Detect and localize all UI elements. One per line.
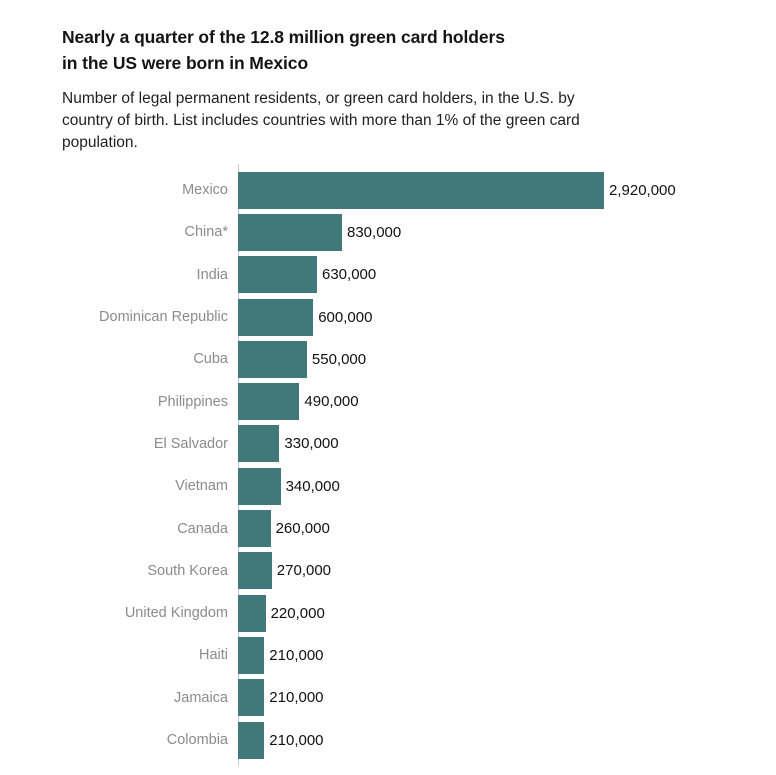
bar-rows: Mexico 2,920,000 China* 830,000 India 630,000… [62, 169, 746, 761]
bar [238, 383, 300, 421]
title-line-2: in the US were born in Mexico [62, 53, 309, 73]
bar-row: El Salvador 330,000 [62, 423, 746, 465]
category-label: El Salvador [153, 435, 228, 452]
bar-row: United Kingdom 220,000 [62, 592, 746, 634]
category-label: Jamaica [174, 689, 228, 706]
category-label: Haiti [198, 647, 228, 664]
bar [238, 552, 272, 590]
bar-row: Canada 260,000 [62, 507, 746, 549]
bar [238, 467, 281, 505]
value-label: 210,000 [269, 689, 324, 707]
value-label: 340,000 [285, 477, 340, 495]
value-label: 220,000 [270, 604, 325, 622]
bar-row: India 630,000 [62, 254, 746, 296]
value-label: 550,000 [311, 350, 367, 368]
bar [238, 340, 307, 378]
value-label: 490,000 [304, 393, 359, 411]
category-label: China* [184, 224, 228, 241]
category-label: South Korea [147, 562, 228, 579]
bar [238, 256, 317, 294]
bar-row: Jamaica 210,000 [62, 677, 746, 719]
bar [238, 213, 342, 251]
value-label: 2,920,000 [609, 181, 676, 199]
category-label: Cuba [193, 351, 228, 368]
category-label: Canada [177, 520, 228, 537]
value-label: 270,000 [276, 562, 332, 580]
bar [238, 594, 266, 632]
chart-title: Nearly a quarter of the 12.8 million gre… [62, 24, 746, 76]
bar [238, 510, 271, 548]
bar-row: South Korea 270,000 [62, 550, 746, 592]
chart-subtitle: Number of legal permanent residents, or … [62, 88, 746, 154]
value-label: 330,000 [284, 435, 339, 453]
value-label: 210,000 [269, 731, 324, 749]
bar [238, 298, 314, 336]
value-label: 630,000 [322, 266, 377, 284]
subtitle-line-2: country of birth. List includes countrie… [62, 112, 580, 129]
bar [238, 636, 265, 674]
category-label: Dominican Republic [99, 309, 228, 326]
bar-row: Philippines 490,000 [62, 380, 746, 422]
subtitle-line-3: population. [62, 134, 138, 151]
subtitle-line-1: Number of legal permanent residents, or … [62, 90, 575, 107]
category-label: Philippines [157, 393, 228, 410]
title-line-1: Nearly a quarter of the 12.8 million gre… [62, 27, 505, 47]
value-label: 600,000 [318, 308, 373, 326]
category-label: United Kingdom [124, 605, 228, 622]
bar-row: Vietnam 340,000 [62, 465, 746, 507]
bar [238, 425, 280, 463]
bar-row: Mexico 2,920,000 [62, 169, 746, 211]
category-label: Vietnam [175, 478, 228, 495]
bar [238, 721, 265, 759]
bar [238, 171, 604, 209]
bar-row: Dominican Republic 600,000 [62, 296, 746, 338]
category-label: Mexico [182, 182, 228, 199]
category-label: India [196, 266, 228, 283]
bar [238, 679, 265, 717]
value-label: 830,000 [347, 223, 402, 241]
y-axis-line [238, 164, 239, 767]
bar-row: Colombia 210,000 [62, 719, 746, 761]
bar-row: Haiti 210,000 [62, 634, 746, 676]
bar-row: China* 830,000 [62, 211, 746, 253]
value-label: 210,000 [269, 646, 324, 664]
category-label: Colombia [166, 732, 228, 748]
bar-chart: Mexico 2,920,000 China* 830,000 India 630,000… [62, 164, 746, 767]
bar-row: Cuba 550,000 [62, 338, 746, 380]
value-label: 260,000 [275, 520, 330, 538]
